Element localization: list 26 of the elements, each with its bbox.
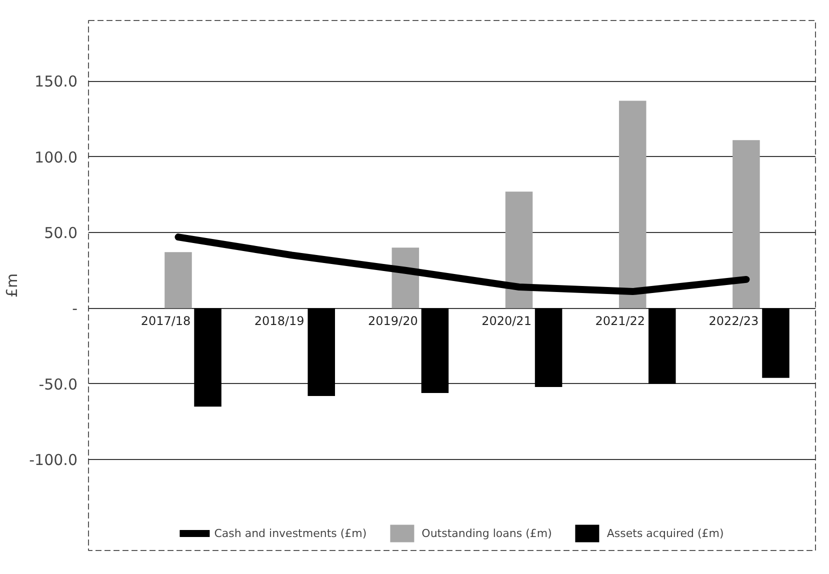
y-axis-title: £m [3, 273, 22, 298]
y-tick-label: 150.0 [34, 72, 78, 91]
bar [762, 308, 790, 378]
bar [534, 308, 562, 387]
y-tick-label: 50.0 [44, 224, 78, 242]
x-tick-label: 2019/20 [368, 314, 418, 328]
bar [732, 140, 760, 308]
y-tick-label: 100.0 [34, 148, 78, 166]
bar [648, 308, 676, 384]
x-tick-label: 2021/22 [595, 314, 646, 328]
bar [421, 308, 449, 394]
bar [618, 100, 646, 308]
legend-label: Cash and investments (£m) [214, 526, 367, 540]
bar [164, 252, 192, 308]
y-tick-label: -50.0 [38, 375, 78, 394]
bar [308, 308, 335, 396]
x-tick-label: 2020/21 [482, 314, 532, 328]
legend-label: Outstanding loans (£m) [422, 526, 552, 540]
x-tick-label: 2022/23 [708, 314, 759, 328]
bar [194, 308, 222, 407]
legend-label: Assets acquired (£m) [606, 526, 724, 540]
y-tick-label: -100.0 [29, 451, 78, 470]
x-tick-label: 2017/18 [140, 314, 191, 328]
x-tick-label: 2018/19 [254, 314, 304, 328]
bar [505, 192, 533, 308]
y-tick-label: - [72, 300, 78, 318]
